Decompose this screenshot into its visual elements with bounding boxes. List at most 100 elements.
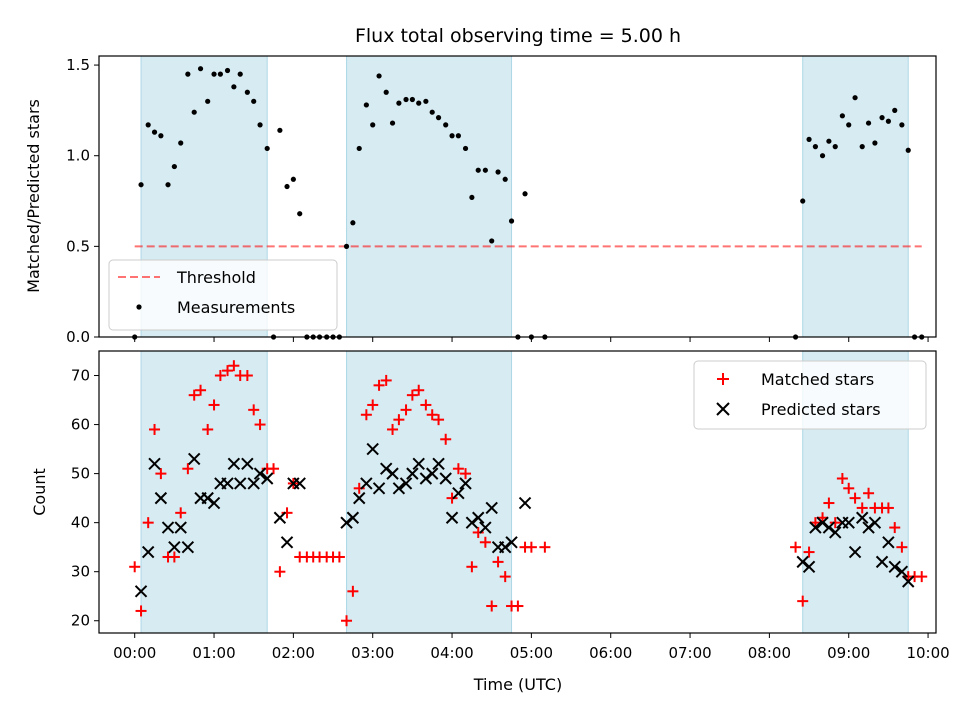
matched-star-point xyxy=(129,561,141,573)
top-x-ticks xyxy=(134,337,929,342)
measurement-point xyxy=(852,95,858,101)
y-tick-label: 20 xyxy=(71,612,90,630)
measurement-point xyxy=(482,167,488,173)
measurement-point xyxy=(138,182,144,188)
measurement-point xyxy=(489,238,495,244)
predicted-star-point xyxy=(479,521,492,534)
measurement-point xyxy=(403,96,409,103)
matched-star-point xyxy=(472,526,484,538)
predicted-star-point xyxy=(201,491,214,505)
predicted-star-point xyxy=(187,452,201,466)
predicted-star-point xyxy=(386,467,399,480)
matched-star-point xyxy=(452,463,464,475)
predicted-star-point xyxy=(875,555,889,569)
predicted-star-point xyxy=(360,477,373,490)
x-tick-label: 10:00 xyxy=(906,644,949,662)
x-tick-label: 01:00 xyxy=(192,644,235,662)
top-legend-box xyxy=(108,259,338,331)
measurement-point xyxy=(284,183,290,190)
bottom-panel: 20 30 40 50 60 70 00:00 01:00 02:00 03:00 04:00 05… xyxy=(30,350,950,694)
matched-star-point xyxy=(367,399,379,411)
measurement-point xyxy=(449,133,455,139)
y-tick-label: 70 xyxy=(71,367,90,385)
predicted-star-point xyxy=(181,540,195,554)
matched-star-point xyxy=(420,399,432,411)
matched-star-point xyxy=(916,571,928,583)
predicted-star-point xyxy=(273,511,287,524)
predicted-star-point xyxy=(174,521,187,534)
predicted-star-point xyxy=(168,540,181,554)
bottom-legend-box xyxy=(693,360,927,430)
predicted-star-point xyxy=(154,491,168,505)
x-tick-label: 02:00 xyxy=(272,644,315,662)
predicted-star-point xyxy=(207,496,221,510)
matched-star-point xyxy=(135,605,147,617)
chart-title: Flux total observing time = 5.00 h xyxy=(355,25,681,47)
observing-window-band xyxy=(140,350,268,634)
measurement-point xyxy=(409,96,415,103)
bottom-y-axis-label: Count xyxy=(30,468,49,516)
matched-star-point xyxy=(208,399,220,411)
measurement-point xyxy=(231,84,237,90)
predicted-star-point xyxy=(459,477,472,490)
predicted-star-point xyxy=(141,545,155,559)
matched-star-point xyxy=(333,551,345,563)
matched-star-point xyxy=(466,561,478,573)
predicted-star-point xyxy=(392,482,406,495)
predicted-star-point xyxy=(816,516,829,529)
matched-star-point xyxy=(406,389,418,401)
predicted-star-point xyxy=(868,516,882,529)
predicted-star-point xyxy=(227,457,241,471)
top-y-ticks: 0.0 0.5 1.0 1.5 xyxy=(66,56,99,346)
measurement-point xyxy=(508,218,515,224)
y-tick-label: 50 xyxy=(71,465,90,483)
y-tick-label: 0.0 xyxy=(66,328,90,346)
measurement-point xyxy=(197,66,204,72)
matched-stars-series xyxy=(129,360,928,627)
matched-star-point xyxy=(790,541,802,553)
y-tick-label: 60 xyxy=(71,416,90,434)
measurement-point xyxy=(879,115,885,121)
measurement-point xyxy=(502,176,508,182)
measurement-point xyxy=(443,122,449,128)
measurement-point xyxy=(217,71,223,77)
predicted-star-point xyxy=(432,457,445,471)
x-tick-label: 00:00 xyxy=(113,644,156,662)
measurement-point xyxy=(475,167,481,173)
matched-star-point xyxy=(849,492,861,504)
measurement-point xyxy=(290,176,296,182)
predicted-star-point xyxy=(134,585,148,598)
predicted-star-point xyxy=(888,560,901,573)
matched-star-point xyxy=(281,507,293,519)
matched-star-point xyxy=(347,585,359,597)
predicted-star-point xyxy=(247,477,260,490)
measurement-point xyxy=(885,118,891,124)
measurement-point xyxy=(522,191,528,197)
measurement-point xyxy=(145,122,151,128)
predicted-star-point xyxy=(221,477,234,490)
matched-star-point xyxy=(889,522,901,534)
measurement-point xyxy=(237,71,243,77)
matched-star-point xyxy=(797,595,809,607)
predicted-star-point xyxy=(856,511,869,524)
predicted-star-point xyxy=(260,472,274,485)
measurement-point xyxy=(185,71,191,77)
measurement-point xyxy=(363,102,369,108)
measurement-point xyxy=(171,163,177,170)
predicted-star-point xyxy=(412,457,425,471)
predicted-star-point xyxy=(465,516,479,529)
measurement-point xyxy=(846,122,852,128)
predicted-star-point xyxy=(452,487,465,500)
matched-star-point xyxy=(155,468,167,480)
matched-star-point xyxy=(433,414,445,426)
measurements-legend-swatch xyxy=(136,304,142,310)
predicted-star-point xyxy=(161,521,175,534)
measurement-point xyxy=(416,100,422,106)
measurement-point xyxy=(462,145,469,152)
predicted-star-point xyxy=(842,516,855,529)
measurement-point xyxy=(872,140,878,146)
matched-star-point xyxy=(856,502,868,514)
y-tick-label: 1.0 xyxy=(66,147,90,165)
predicted-star-point xyxy=(829,526,842,539)
